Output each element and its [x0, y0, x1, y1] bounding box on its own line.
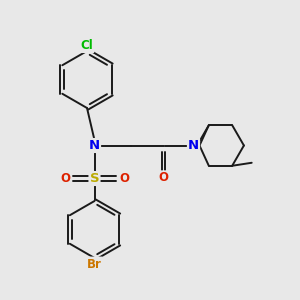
Text: O: O — [60, 172, 70, 185]
Text: O: O — [158, 171, 169, 184]
Text: O: O — [119, 172, 129, 185]
Text: N: N — [188, 139, 199, 152]
Text: S: S — [90, 172, 99, 185]
Text: Br: Br — [87, 257, 102, 271]
Text: Cl: Cl — [81, 39, 93, 52]
Text: N: N — [89, 139, 100, 152]
